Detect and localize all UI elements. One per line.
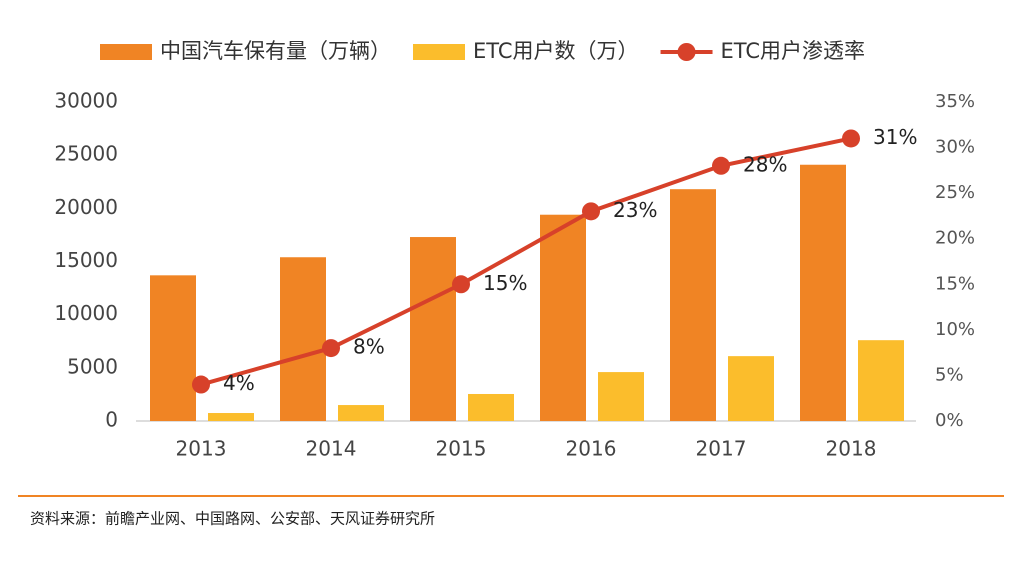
y2-tick-label: 20% (935, 228, 975, 249)
x-tick-label: 2017 (696, 437, 747, 461)
data-label: 31% (873, 125, 917, 149)
legend-swatch (413, 44, 465, 60)
data-label: 8% (353, 335, 385, 359)
y-tick-label: 5000 (67, 354, 118, 378)
bar (280, 257, 326, 421)
line-point (712, 156, 730, 175)
bar (208, 413, 254, 421)
x-tick-label: 2015 (436, 437, 487, 461)
bar (150, 275, 196, 421)
x-tick-label: 2018 (826, 437, 877, 461)
data-label: 4% (223, 371, 255, 395)
legend-label: ETC用户数（万） (473, 39, 639, 63)
line-point (452, 275, 470, 294)
y2-tick-label: 35% (935, 91, 975, 112)
y2-tick-label: 30% (935, 137, 975, 158)
line-point (842, 129, 860, 148)
bar (670, 189, 716, 421)
bar (800, 164, 846, 421)
line-point (192, 375, 210, 394)
y2-tick-label: 0% (935, 410, 964, 431)
line-point (582, 202, 600, 221)
y-tick-label: 0 (105, 408, 118, 432)
y2-tick-label: 15% (935, 273, 975, 294)
bar (468, 393, 514, 421)
bar (540, 214, 586, 421)
y2-tick-label: 5% (935, 364, 964, 385)
y-tick-label: 20000 (54, 195, 118, 219)
legend-label: ETC用户渗透率 (721, 39, 866, 63)
bar (728, 356, 774, 421)
legend-swatch (677, 43, 696, 61)
y-tick-label: 25000 (54, 142, 118, 166)
bar (858, 340, 904, 421)
y-tick-label: 10000 (54, 301, 118, 325)
bar (410, 237, 456, 421)
x-tick-label: 2014 (306, 437, 357, 461)
y-tick-label: 30000 (54, 89, 118, 113)
y-tick-label: 15000 (54, 248, 118, 272)
legend-label: 中国汽车保有量（万辆） (160, 39, 391, 63)
data-label: 15% (483, 271, 527, 295)
bar (338, 405, 384, 421)
y2-tick-label: 25% (935, 182, 975, 203)
legend-swatch (100, 44, 152, 60)
y2-tick-label: 10% (935, 319, 975, 340)
source: 资料来源：前瞻产业网、中国路网、公安部、天风证券研究所 (30, 510, 435, 528)
line (200, 136, 852, 387)
bar (598, 372, 644, 421)
x-tick-label: 2016 (566, 437, 617, 461)
data-label: 28% (743, 152, 787, 176)
line-point (322, 339, 340, 358)
data-label: 23% (613, 198, 657, 222)
x-tick-label: 2013 (176, 437, 227, 461)
